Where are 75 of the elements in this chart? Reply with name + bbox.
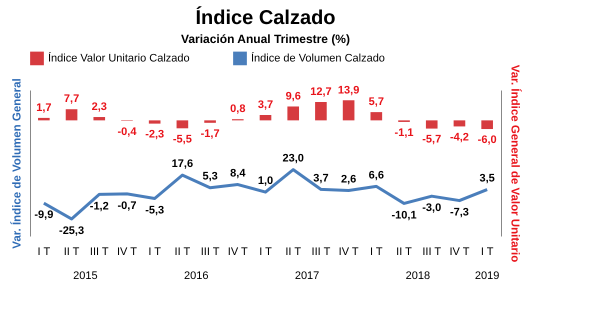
bar: [260, 115, 272, 120]
data-label: 1,0: [258, 175, 274, 188]
data-label: 23,0: [282, 152, 304, 165]
data-label: 3,7: [313, 172, 329, 184]
bar: [370, 112, 382, 120]
data-label: 5,3: [202, 170, 218, 183]
data-label: 12,7: [310, 86, 332, 98]
data-label: 8,4: [230, 168, 246, 180]
bar: [93, 117, 106, 120]
data-label: 6,6: [368, 169, 384, 182]
data-label: 0,8: [230, 103, 246, 116]
bar: [176, 120, 188, 128]
data-label: -0,7: [117, 200, 136, 212]
data-label: -5,3: [145, 204, 164, 217]
data-label: -2,3: [145, 128, 164, 141]
data-label: -1,2: [90, 200, 109, 212]
bar: [481, 120, 493, 130]
data-label: -0,4: [117, 126, 138, 138]
data-label: 2,3: [92, 101, 107, 114]
x-tick-label: IV T: [116, 246, 138, 258]
chart-title: Índice Calzado: [195, 6, 336, 29]
data-label: -1,7: [200, 128, 220, 140]
legend-label: Índice de Volumen Calzado: [251, 51, 385, 64]
x-tick-label: I T: [259, 246, 272, 258]
data-label: -5,7: [422, 134, 442, 146]
data-label: -7,3: [450, 206, 469, 219]
x-tick-label: I T: [148, 246, 162, 258]
x-tick-label: II T: [396, 246, 412, 258]
data-label: 13,9: [338, 84, 360, 96]
x-tick-label: I T: [480, 246, 494, 258]
data-label: -1,1: [394, 126, 414, 139]
y2-axis-title: Var. Índice General de Valor Unitario: [508, 64, 522, 262]
x-tick-label: II T: [285, 246, 302, 258]
bar: [426, 120, 438, 129]
legend-label: Índice Valor Unitario Calzado: [48, 51, 190, 64]
x-tick-label: I T: [38, 246, 50, 258]
data-label: 7,7: [64, 93, 80, 106]
data-label: -10,1: [391, 209, 417, 222]
x-tick-label: III T: [312, 246, 331, 258]
x-tick-label: IV T: [338, 246, 359, 258]
x-tick-label: II T: [174, 246, 190, 258]
data-label: 3,5: [480, 172, 495, 185]
data-label: -3,0: [422, 202, 442, 214]
data-label: -4,2: [450, 131, 469, 144]
data-label: 9,6: [286, 90, 301, 102]
data-label: 17,6: [172, 158, 194, 170]
text: 2019: [474, 270, 500, 282]
data-label: 5,7: [368, 96, 384, 108]
bar: [204, 120, 216, 123]
x-tick-label: III T: [90, 246, 109, 258]
text: 2017: [294, 270, 320, 282]
x-tick-label: III T: [200, 246, 220, 258]
x-tick-label: III T: [422, 246, 442, 258]
x-tick-label: IV T: [449, 246, 470, 258]
bar: [315, 102, 327, 120]
data-label: 3,7: [258, 99, 274, 112]
x-tick-label: IV T: [228, 246, 248, 258]
bar: [66, 109, 78, 120]
bar: [287, 106, 300, 120]
data-label: 2,6: [340, 173, 356, 186]
x-tick-label: I T: [370, 246, 383, 258]
x-tick-label: II T: [64, 246, 80, 258]
bar: [38, 118, 50, 120]
text: 2015: [73, 270, 98, 282]
data-label: -25,3: [59, 224, 84, 237]
y-axis-title: Var. Índice de Volumen General: [10, 78, 24, 249]
data-label: -9,9: [34, 209, 54, 222]
text: 2018: [406, 270, 430, 282]
bar: [342, 100, 354, 120]
chart-subtitle: Variación Anual Trimestre (%): [181, 32, 350, 46]
data-label: 1,7: [36, 102, 52, 114]
text: 2016: [184, 270, 208, 282]
bar: [454, 120, 466, 126]
data-label: -6,0: [478, 134, 497, 146]
data-label: -5,5: [172, 133, 192, 146]
